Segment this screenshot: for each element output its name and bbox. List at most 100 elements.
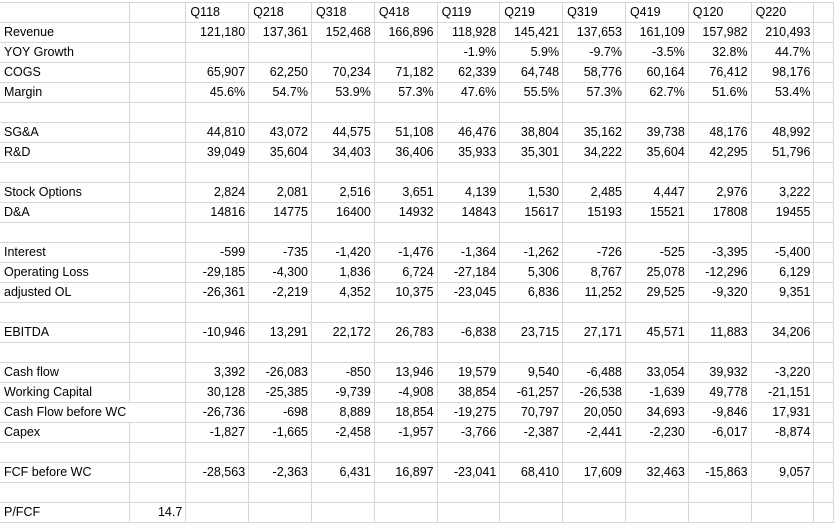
- column-header-q118[interactable]: Q118: [185, 2, 250, 23]
- row-label[interactable]: YOY Growth: [0, 42, 130, 63]
- row-label[interactable]: [0, 342, 130, 363]
- trailing-cell[interactable]: [813, 202, 834, 223]
- column-header-q418[interactable]: Q418: [373, 2, 438, 23]
- cell[interactable]: [624, 502, 689, 523]
- cell[interactable]: 137,361: [248, 22, 312, 43]
- cell[interactable]: -6,488: [562, 362, 626, 383]
- cell[interactable]: 51,108: [373, 122, 438, 143]
- trailing-cell[interactable]: [813, 262, 834, 283]
- cell[interactable]: 17,609: [562, 462, 626, 483]
- cell[interactable]: [185, 442, 250, 463]
- trailing-cell[interactable]: [813, 322, 834, 343]
- row-label[interactable]: [0, 482, 130, 503]
- cell[interactable]: 48,176: [687, 122, 752, 143]
- cell[interactable]: 33,054: [624, 362, 689, 383]
- cell[interactable]: [750, 482, 815, 503]
- cell[interactable]: 2,485: [562, 182, 626, 203]
- cell-b[interactable]: [128, 282, 187, 303]
- cell[interactable]: -26,361: [185, 282, 250, 303]
- cell[interactable]: -2,458: [310, 422, 375, 443]
- cell[interactable]: 8,889: [310, 402, 375, 423]
- trailing-cell[interactable]: [813, 422, 834, 443]
- cell[interactable]: -4,908: [373, 382, 438, 403]
- corner-cell[interactable]: [0, 2, 130, 23]
- cell[interactable]: 58,776: [562, 62, 626, 83]
- cell[interactable]: [624, 222, 689, 243]
- column-header-q218[interactable]: Q218: [248, 2, 312, 23]
- cell[interactable]: -28,563: [185, 462, 250, 483]
- cell[interactable]: -3.5%: [624, 42, 689, 63]
- cell[interactable]: [687, 482, 752, 503]
- cell[interactable]: 19455: [750, 202, 815, 223]
- trailing-cell[interactable]: [813, 382, 834, 403]
- column-header-q120[interactable]: Q120: [687, 2, 752, 23]
- cell[interactable]: -2,363: [248, 462, 312, 483]
- column-header-q219[interactable]: Q219: [499, 2, 564, 23]
- cell[interactable]: [373, 342, 438, 363]
- trailing-cell[interactable]: [813, 462, 834, 483]
- cell[interactable]: [624, 102, 689, 123]
- cell[interactable]: 161,109: [624, 22, 689, 43]
- cell[interactable]: [624, 302, 689, 323]
- cell[interactable]: [750, 442, 815, 463]
- cell[interactable]: [248, 102, 312, 123]
- cell[interactable]: -735: [248, 242, 312, 263]
- row-label[interactable]: [0, 222, 130, 243]
- cell[interactable]: -9,846: [687, 402, 752, 423]
- cell[interactable]: [248, 302, 312, 323]
- cell[interactable]: -9,320: [687, 282, 752, 303]
- cell-b[interactable]: [128, 322, 187, 343]
- trailing-cell[interactable]: [813, 222, 834, 243]
- cell[interactable]: 2,824: [185, 182, 250, 203]
- column-header-q319[interactable]: Q319: [562, 2, 626, 23]
- cell[interactable]: 19,579: [436, 362, 501, 383]
- trailing-cell[interactable]: [813, 302, 834, 323]
- cell[interactable]: -10,946: [185, 322, 250, 343]
- cell[interactable]: 70,234: [310, 62, 375, 83]
- cell-b[interactable]: 14.7: [128, 502, 187, 523]
- trailing-cell[interactable]: [813, 182, 834, 203]
- cell[interactable]: [499, 302, 564, 323]
- trailing-cell[interactable]: [813, 482, 834, 503]
- cell[interactable]: [185, 342, 250, 363]
- cell[interactable]: 25,078: [624, 262, 689, 283]
- cell[interactable]: 2,516: [310, 182, 375, 203]
- cell[interactable]: 13,946: [373, 362, 438, 383]
- cell[interactable]: 35,604: [248, 142, 312, 163]
- cell[interactable]: 18,854: [373, 402, 438, 423]
- cell[interactable]: -4,300: [248, 262, 312, 283]
- cell[interactable]: 54.7%: [248, 82, 312, 103]
- cell[interactable]: 62,339: [436, 62, 501, 83]
- cell[interactable]: 9,057: [750, 462, 815, 483]
- cell[interactable]: 45,571: [624, 322, 689, 343]
- cell[interactable]: -850: [310, 362, 375, 383]
- cell[interactable]: 118,928: [436, 22, 501, 43]
- cell[interactable]: 6,129: [750, 262, 815, 283]
- cell[interactable]: -2,441: [562, 422, 626, 443]
- cell[interactable]: [436, 342, 501, 363]
- cell[interactable]: 29,525: [624, 282, 689, 303]
- cell[interactable]: 4,352: [310, 282, 375, 303]
- row-label[interactable]: Stock Options: [0, 182, 130, 203]
- cell[interactable]: [624, 162, 689, 183]
- cell[interactable]: -6,017: [687, 422, 752, 443]
- cell[interactable]: 6,431: [310, 462, 375, 483]
- cell[interactable]: [499, 162, 564, 183]
- cell[interactable]: [185, 222, 250, 243]
- cell[interactable]: 5,306: [499, 262, 564, 283]
- cell[interactable]: -1,420: [310, 242, 375, 263]
- cell-b[interactable]: [128, 202, 187, 223]
- cell[interactable]: -23,045: [436, 282, 501, 303]
- cell[interactable]: 35,162: [562, 122, 626, 143]
- cell-b[interactable]: [128, 22, 187, 43]
- cell[interactable]: -5,400: [750, 242, 815, 263]
- cell[interactable]: [687, 102, 752, 123]
- cell[interactable]: 3,222: [750, 182, 815, 203]
- cell[interactable]: 4,447: [624, 182, 689, 203]
- row-label[interactable]: Revenue: [0, 22, 130, 43]
- cell[interactable]: 62,250: [248, 62, 312, 83]
- cell[interactable]: 44,575: [310, 122, 375, 143]
- cell[interactable]: -25,385: [248, 382, 312, 403]
- column-header-q220[interactable]: Q220: [750, 2, 815, 23]
- cell[interactable]: 60,164: [624, 62, 689, 83]
